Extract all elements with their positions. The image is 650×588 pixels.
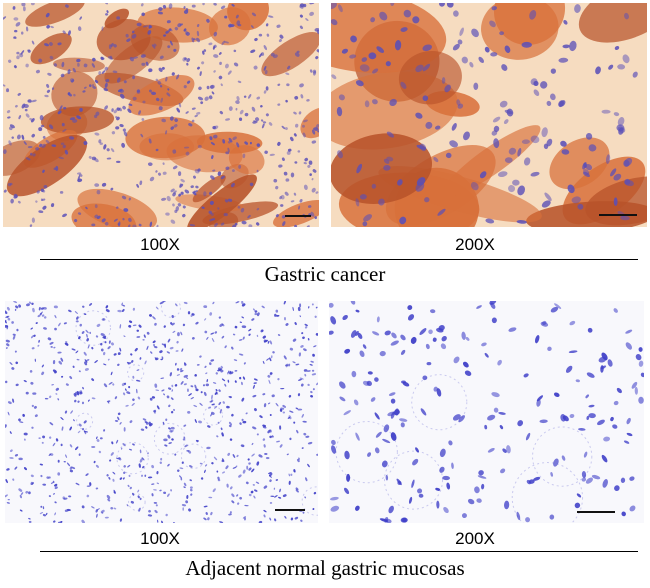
micrograph-gastric-cancer-200x [331, 3, 647, 227]
magnification-label-normal-200x: 200X [455, 529, 495, 548]
cancer-100x-image [3, 3, 319, 227]
magnification-label-cancer-200x: 200X [455, 235, 495, 254]
scale-bar [275, 509, 305, 511]
group-title-normal-mucosa: Adjacent normal gastric mucosas [185, 556, 465, 580]
group-title-gastric-cancer: Gastric cancer [264, 262, 386, 286]
scale-bar [577, 511, 615, 513]
micrograph-normal-mucosa-100x [5, 301, 318, 523]
micrograph-gastric-cancer-100x [3, 3, 319, 227]
micrograph-normal-mucosa-200x [329, 301, 644, 523]
magnification-label-normal-100x: 100X [140, 529, 180, 548]
scale-bar [599, 214, 637, 216]
normal-100x-image [5, 301, 318, 523]
scale-bar [285, 215, 311, 217]
normal-200x-image [329, 301, 644, 523]
group-divider-bottom [40, 551, 638, 552]
cancer-200x-image [331, 3, 647, 227]
magnification-label-cancer-100x: 100X [140, 235, 180, 254]
group-divider-top [40, 259, 638, 260]
